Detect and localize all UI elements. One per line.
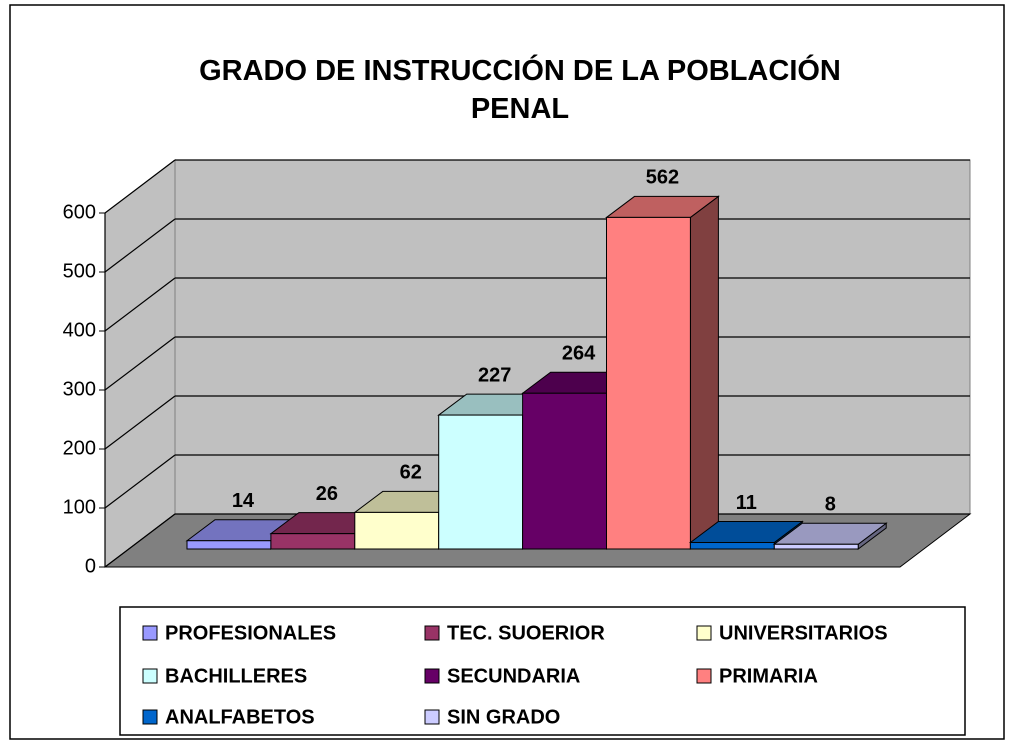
legend-label: SIN GRADO [447,706,560,728]
y-tick-label: 100 [63,496,96,518]
bar-side [689,195,719,550]
legend-swatch [142,625,158,641]
bar [438,414,524,550]
legend-label: PRIMARIA [719,665,818,687]
legend-label: SECUNDARIA [447,665,580,687]
legend-box [119,606,966,736]
legend-swatch [424,668,440,684]
bar [689,542,775,550]
legend-label: UNIVERSITARIOS [719,622,888,644]
data-label: 8 [825,494,836,516]
grid-line [104,218,176,273]
legend-swatch [696,625,712,641]
y-tick-label: 0 [85,555,96,577]
bar [270,533,356,550]
y-tick-label: 500 [63,260,96,282]
y-tick-label: 600 [63,201,96,223]
legend-swatch [424,625,440,641]
bar [354,511,440,550]
y-tick-label: 200 [63,437,96,459]
data-label: 14 [232,490,255,512]
y-tick-label: 300 [63,378,96,400]
grid-line [104,336,176,391]
legend-swatch [142,668,158,684]
legend-label: BACHILLERES [165,665,307,687]
data-label: 264 [562,343,596,365]
data-label: 62 [400,462,422,484]
legend-label: TEC. SUOERIOR [447,622,605,644]
data-label: 227 [478,364,511,386]
bar [773,543,859,550]
legend-swatch [142,709,158,725]
legend-label: ANALFABETOS [165,706,315,728]
grid-line [104,454,176,509]
legend-label: PROFESIONALES [165,622,336,644]
bar [522,392,607,550]
grid-line [104,159,176,214]
data-label: 11 [736,492,757,514]
legend-swatch [696,668,712,684]
legend-swatch [424,709,440,725]
chart-title: GRADO DE INSTRUCCIÓN DE LA POBLACIÓN PEN… [199,55,841,125]
grid-line [104,395,176,450]
bar [606,216,691,550]
grid-line [104,277,176,332]
y-tick-label: 400 [63,319,96,341]
bar [186,540,272,550]
grid-line [104,513,176,568]
data-label: 26 [316,483,338,505]
data-label: 562 [646,167,679,189]
